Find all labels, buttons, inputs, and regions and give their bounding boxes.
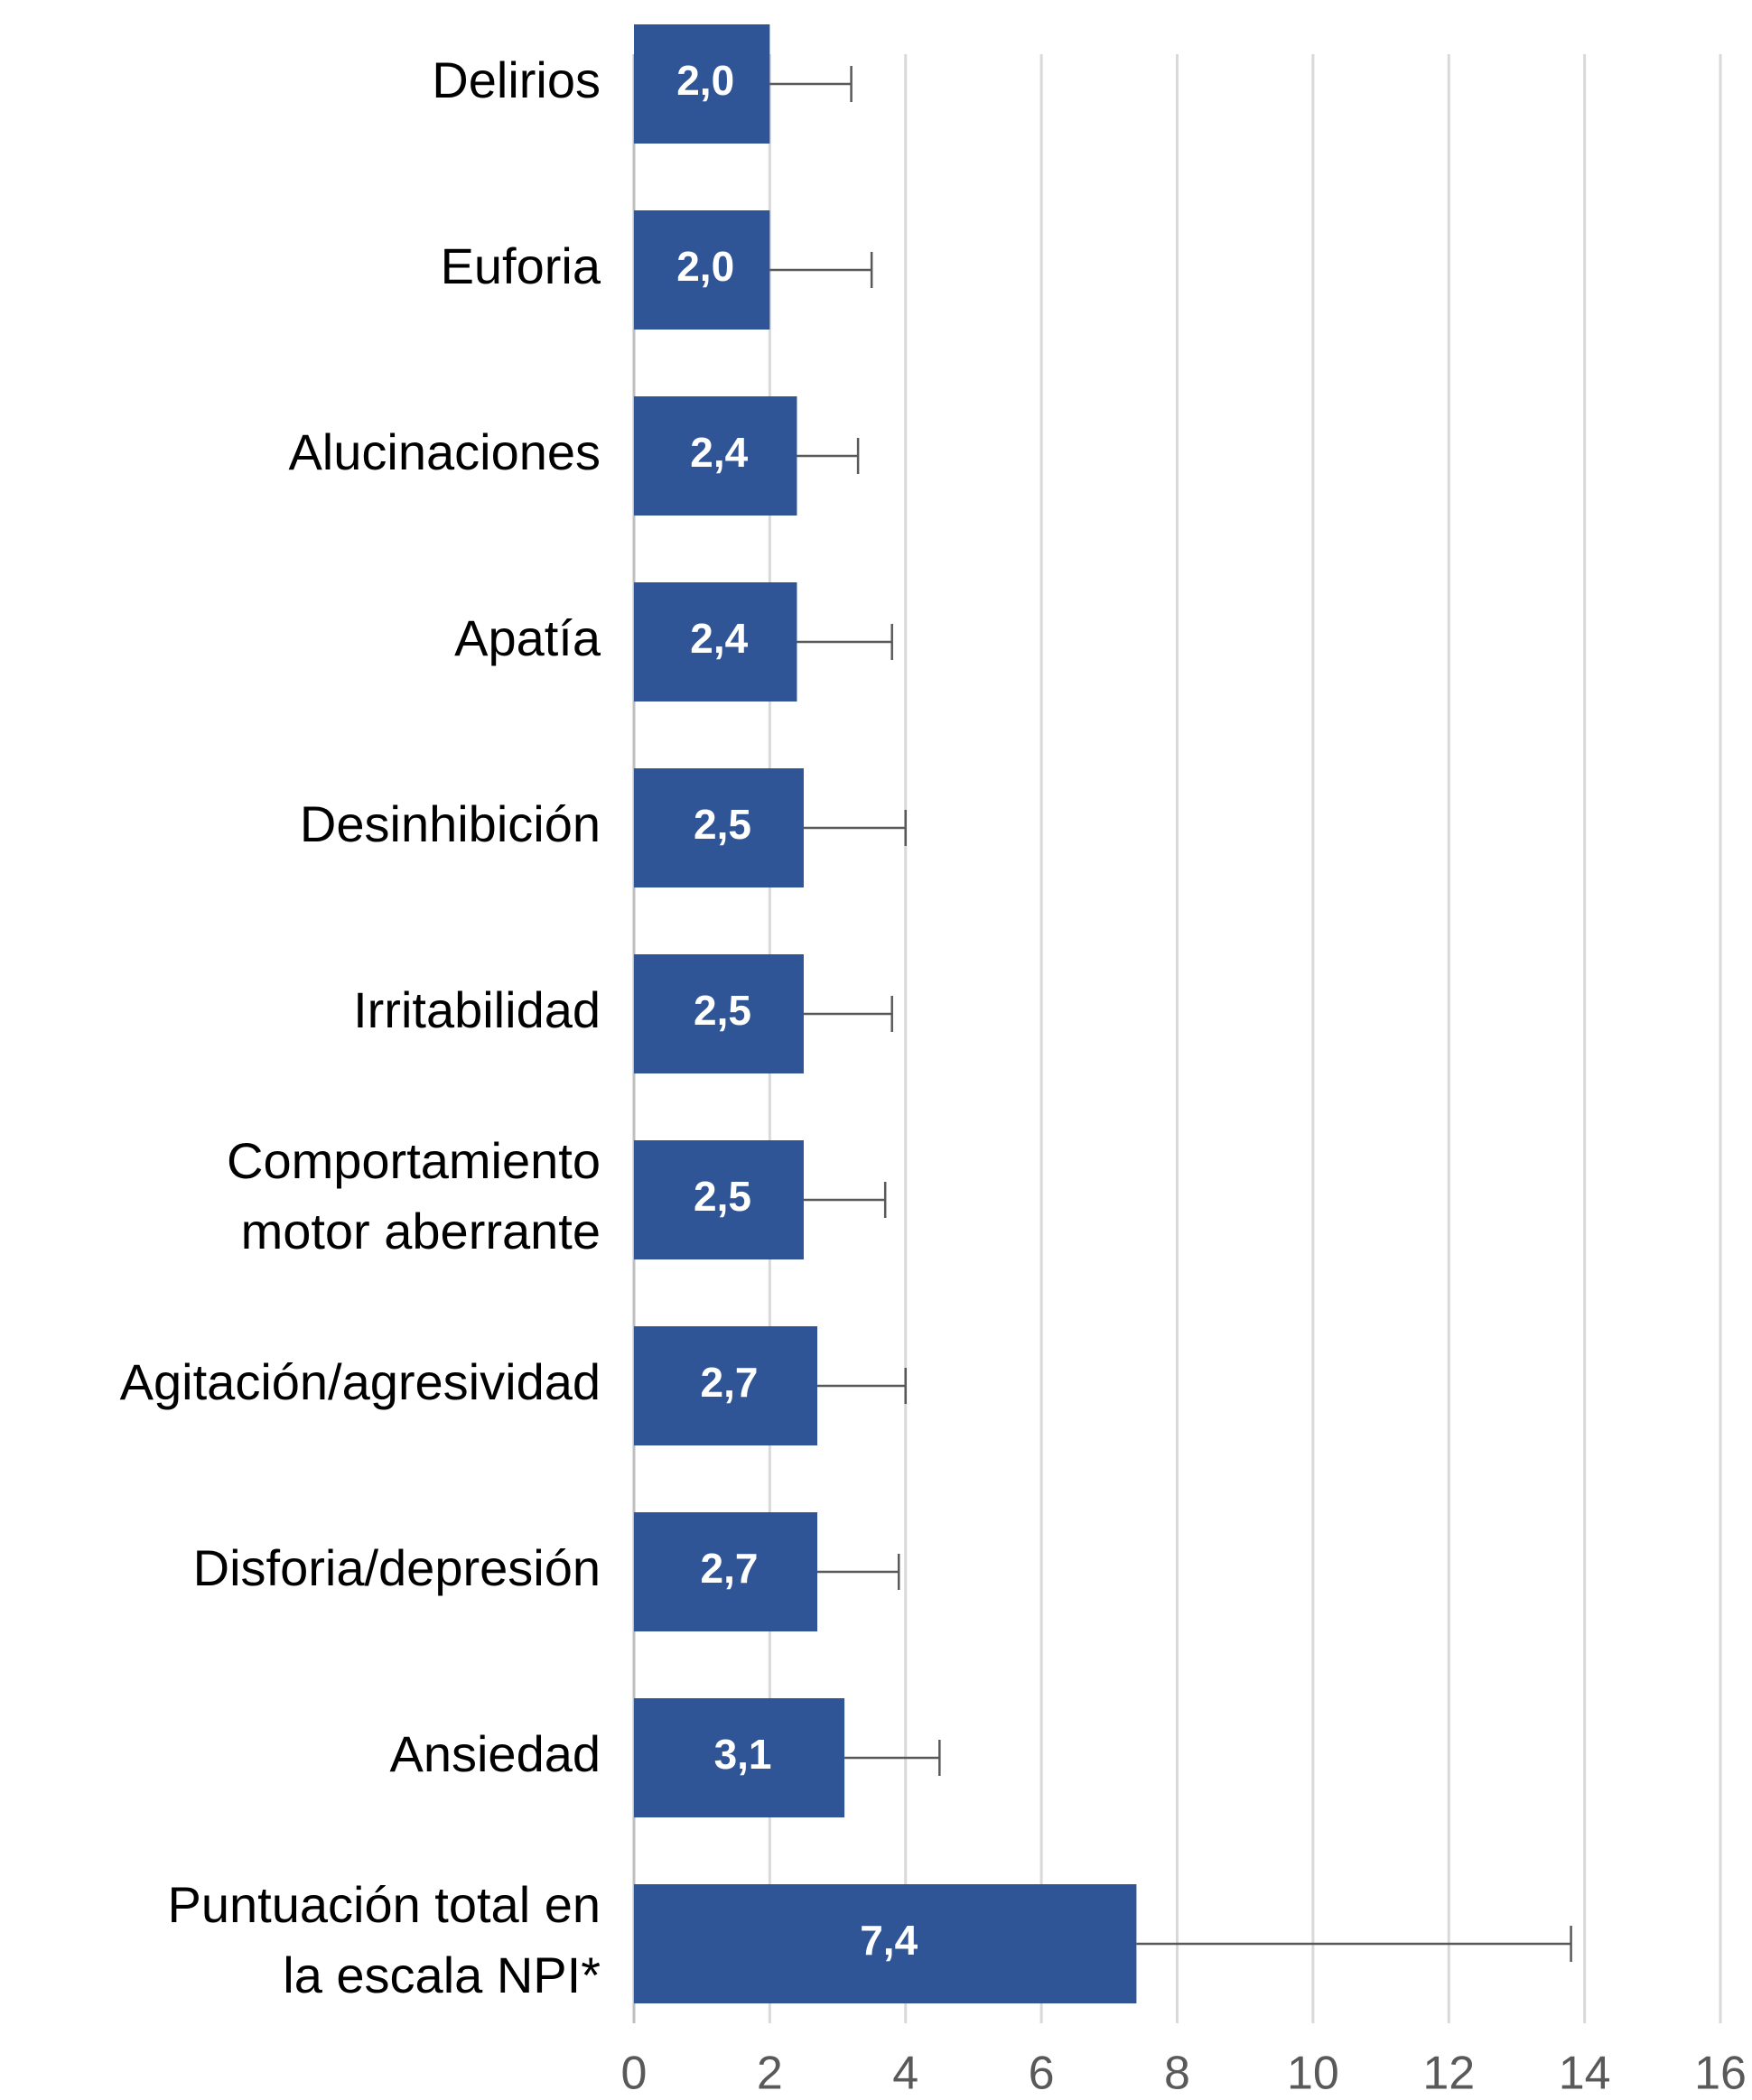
y-tick-label: Alucinaciones bbox=[288, 423, 601, 480]
value-label: 3,1 bbox=[714, 1731, 772, 1778]
value-label: 2,7 bbox=[701, 1359, 759, 1406]
y-tick-label: Euforia bbox=[441, 237, 601, 294]
y-tick-label: Delirios bbox=[432, 51, 601, 108]
x-tick-label: 4 bbox=[892, 2048, 918, 2100]
y-tick-label: Apatía bbox=[454, 609, 601, 666]
x-tick-label: 6 bbox=[1029, 2048, 1055, 2100]
y-tick-label: Agitación/agresividad bbox=[120, 1353, 601, 1410]
value-label: 2,7 bbox=[701, 1545, 759, 1592]
bar bbox=[634, 1140, 804, 1259]
bar bbox=[634, 210, 770, 330]
x-tick-label: 0 bbox=[621, 2048, 648, 2100]
x-tick-label: 12 bbox=[1422, 2048, 1475, 2100]
bar bbox=[634, 24, 770, 144]
value-label: 2,0 bbox=[676, 57, 734, 104]
bar bbox=[634, 1512, 818, 1631]
y-tick-label: Desinhibición bbox=[300, 795, 601, 852]
value-label: 2,5 bbox=[694, 1173, 751, 1220]
bar bbox=[634, 582, 797, 702]
y-tick-label: Irritabilidad bbox=[353, 981, 601, 1038]
y-tick-label: Disforia/depresión bbox=[193, 1539, 601, 1596]
bar bbox=[634, 1326, 818, 1445]
x-tick-label: 16 bbox=[1694, 2048, 1747, 2100]
x-tick-label: 8 bbox=[1164, 2048, 1190, 2100]
x-tick-label: 2 bbox=[757, 2048, 783, 2100]
value-label: 2,5 bbox=[694, 801, 751, 848]
y-tick-label: Puntuación total en la escala NPI* bbox=[168, 1876, 601, 2003]
bar bbox=[634, 768, 804, 887]
y-tick-label: Ansiedad bbox=[389, 1725, 601, 1782]
value-label: 7,4 bbox=[860, 1917, 918, 1964]
y-tick-label: Comportamiento motor aberrante bbox=[227, 1132, 601, 1259]
value-label: 2,4 bbox=[690, 429, 748, 476]
value-label: 2,4 bbox=[690, 615, 748, 662]
x-tick-label: 14 bbox=[1559, 2048, 1611, 2100]
bar bbox=[634, 396, 797, 516]
value-label: 2,5 bbox=[694, 987, 751, 1034]
bar bbox=[634, 954, 804, 1073]
bar bbox=[634, 1884, 1137, 2003]
x-tick-label: 10 bbox=[1287, 2048, 1339, 2100]
value-label: 2,0 bbox=[676, 243, 734, 290]
bar bbox=[634, 1698, 845, 1817]
